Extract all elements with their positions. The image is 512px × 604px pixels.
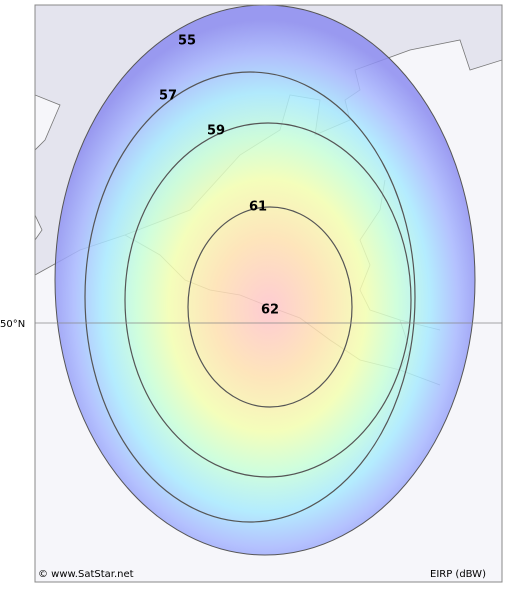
contour-61 <box>187 206 353 408</box>
contour-59 <box>124 122 412 478</box>
contour-55 <box>54 5 476 556</box>
frame <box>34 4 503 583</box>
contour-57 <box>84 71 416 523</box>
coverage <box>54 5 476 556</box>
contour-label: 61 <box>249 200 267 215</box>
contour-label: 57 <box>159 89 177 104</box>
contour-label: 55 <box>178 34 196 49</box>
unit-label: EIRP (dBW) <box>430 569 486 580</box>
credit: © www.SatStar.net <box>38 569 134 580</box>
contour-label: 59 <box>207 124 225 139</box>
latitude-label: 50°N <box>0 319 25 330</box>
contour-label: 62 <box>261 303 279 318</box>
